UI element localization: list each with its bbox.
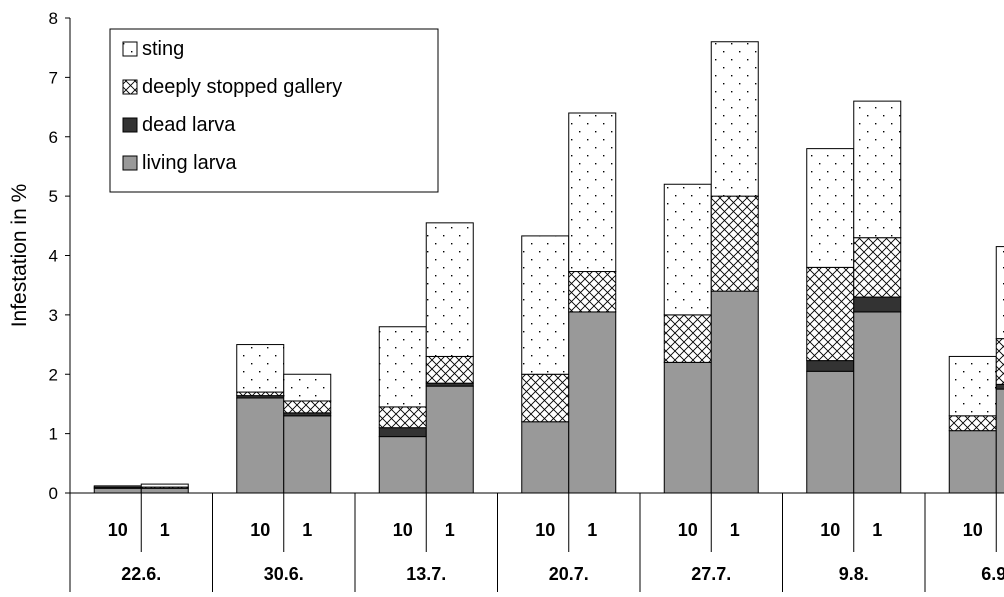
y-tick-label: 1 bbox=[49, 425, 58, 444]
bar-segment-deeply-stopped-gallery bbox=[806, 266, 855, 362]
bar-segment-sting bbox=[568, 112, 617, 273]
x-sub-label: 1 bbox=[445, 520, 455, 540]
legend-swatch bbox=[122, 155, 138, 171]
bar-segment-deeply-stopped-gallery bbox=[853, 237, 902, 298]
y-tick-label: 0 bbox=[49, 484, 58, 503]
bar-segment-sting bbox=[93, 485, 142, 488]
x-sub-label: 1 bbox=[872, 520, 882, 540]
bar-segment-living-larva bbox=[378, 436, 427, 494]
legend-box bbox=[109, 28, 439, 193]
bar-segment-sting bbox=[521, 235, 570, 375]
bar-segment-deeply-stopped-gallery bbox=[521, 373, 570, 423]
bar-segment-living-larva bbox=[995, 388, 1004, 494]
bar-segment-sting bbox=[806, 148, 855, 268]
bar-segment-living-larva bbox=[283, 415, 332, 494]
legend-label: sting bbox=[142, 38, 184, 60]
bar-segment-living-larva bbox=[425, 385, 474, 494]
bar-segment-deeply-stopped-gallery bbox=[378, 406, 427, 429]
bar-segment-sting bbox=[853, 100, 902, 239]
legend-label: dead larva bbox=[142, 114, 236, 136]
bar-segment-sting bbox=[140, 483, 189, 488]
x-sub-label: 1 bbox=[160, 520, 170, 540]
x-sub-label: 1 bbox=[302, 520, 312, 540]
bar-segment-living-larva bbox=[521, 421, 570, 494]
legend-swatch bbox=[122, 117, 138, 133]
legend-swatch bbox=[122, 79, 138, 95]
x-sub-label: 10 bbox=[250, 520, 270, 540]
y-tick-label: 8 bbox=[49, 9, 58, 28]
y-tick-label: 5 bbox=[49, 187, 58, 206]
bar-segment-deeply-stopped-gallery bbox=[283, 400, 332, 414]
bar-segment-living-larva bbox=[140, 487, 189, 494]
bar-segment-dead-larva bbox=[806, 360, 855, 372]
y-tick-label: 3 bbox=[49, 306, 58, 325]
x-group-label: 9.8. bbox=[839, 564, 869, 584]
bar-segment-sting bbox=[425, 222, 474, 357]
bar-segment-dead-larva bbox=[995, 383, 1004, 390]
bar-segment-living-larva bbox=[710, 290, 759, 494]
bar-segment-sting bbox=[378, 326, 427, 408]
y-axis-title: Infestation in % bbox=[8, 184, 31, 328]
bar-segment-living-larva bbox=[663, 361, 712, 494]
bar-segment-sting bbox=[236, 344, 285, 393]
x-group-label: 30.6. bbox=[264, 564, 304, 584]
x-group-label: 6.9. bbox=[981, 564, 1004, 584]
legend-label: deeply stopped gallery bbox=[142, 76, 342, 98]
y-tick-label: 7 bbox=[49, 68, 58, 87]
bar-segment-deeply-stopped-gallery bbox=[236, 391, 285, 397]
bar-segment-living-larva bbox=[948, 430, 997, 494]
bar-segment-deeply-stopped-gallery bbox=[663, 314, 712, 363]
bar-segment-deeply-stopped-gallery bbox=[948, 415, 997, 432]
bar-segment-living-larva bbox=[568, 311, 617, 494]
bar-segment-sting bbox=[948, 355, 997, 417]
bar-segment-deeply-stopped-gallery bbox=[425, 355, 474, 384]
x-sub-label: 10 bbox=[393, 520, 413, 540]
legend-swatch bbox=[122, 41, 138, 57]
bar-segment-sting bbox=[663, 183, 712, 316]
x-group-label: 27.7. bbox=[691, 564, 731, 584]
x-sub-label: 10 bbox=[963, 520, 983, 540]
bar-segment-sting bbox=[710, 41, 759, 197]
bar-segment-deeply-stopped-gallery bbox=[995, 338, 1004, 385]
bar-segment-dead-larva bbox=[853, 296, 902, 313]
bar-segment-living-larva bbox=[853, 311, 902, 494]
x-sub-label: 10 bbox=[678, 520, 698, 540]
bar-segment-sting bbox=[283, 373, 332, 402]
x-group-label: 22.6. bbox=[121, 564, 161, 584]
x-group-label: 20.7. bbox=[549, 564, 589, 584]
x-sub-label: 10 bbox=[820, 520, 840, 540]
bar-segment-living-larva bbox=[236, 397, 285, 494]
bar-segment-sting bbox=[995, 246, 1004, 340]
x-sub-label: 10 bbox=[108, 520, 128, 540]
bar-segment-deeply-stopped-gallery bbox=[568, 271, 617, 313]
x-sub-label: 1 bbox=[730, 520, 740, 540]
y-tick-label: 6 bbox=[49, 128, 58, 147]
x-sub-label: 10 bbox=[535, 520, 555, 540]
x-group-label: 13.7. bbox=[406, 564, 446, 584]
legend-label: living larva bbox=[142, 152, 237, 174]
x-sub-label: 1 bbox=[587, 520, 597, 540]
bar-segment-dead-larva bbox=[378, 427, 427, 438]
bar-segment-living-larva bbox=[93, 487, 142, 494]
y-tick-label: 4 bbox=[49, 247, 58, 266]
bar-segment-living-larva bbox=[806, 370, 855, 494]
y-tick-label: 2 bbox=[49, 365, 58, 384]
bar-segment-deeply-stopped-gallery bbox=[710, 195, 759, 292]
